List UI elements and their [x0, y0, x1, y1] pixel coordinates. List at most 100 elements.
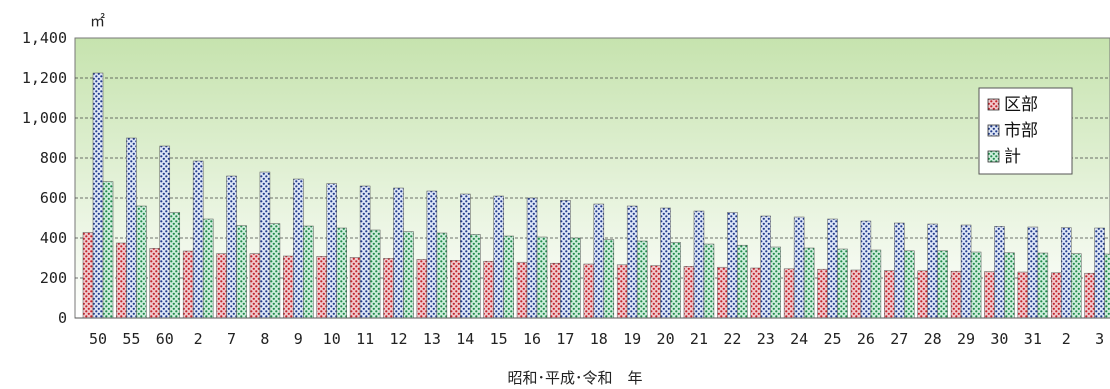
- bar-city: [593, 203, 605, 319]
- bar-total: [703, 243, 715, 319]
- bar-ward: [1084, 272, 1095, 319]
- bar-city: [426, 190, 438, 319]
- x-tick-label: 60: [156, 330, 174, 348]
- bar-ward: [283, 255, 294, 319]
- bar-total: [403, 231, 414, 319]
- x-tick-label: 30: [990, 330, 1008, 348]
- x-tick-label: 24: [790, 330, 808, 348]
- bar-city: [92, 72, 104, 319]
- bar-city: [626, 205, 638, 319]
- bar-city: [560, 200, 571, 319]
- bar-total: [136, 205, 147, 319]
- bars: [82, 72, 1110, 319]
- bar-ward: [984, 271, 995, 319]
- bar-city: [660, 207, 671, 319]
- bar-ward: [1050, 272, 1062, 319]
- bar-ward: [917, 270, 928, 319]
- x-tick-label: 2: [1062, 330, 1071, 348]
- bar-ward: [316, 256, 327, 319]
- bar-total: [1004, 252, 1015, 319]
- bar-total: [570, 237, 581, 319]
- x-tick-label: 13: [423, 330, 441, 348]
- bar-city: [293, 178, 304, 319]
- bar-total: [269, 223, 281, 319]
- bar-total: [636, 240, 648, 319]
- y-tick-label: 400: [40, 229, 67, 247]
- legend-swatch-total: [987, 150, 1000, 163]
- bar-total: [169, 212, 181, 319]
- x-tick-label: 19: [623, 330, 641, 348]
- bar-ward: [783, 268, 795, 319]
- x-tick-label: 17: [556, 330, 574, 348]
- y-tick-label: 1,200: [22, 69, 67, 87]
- bar-ward: [116, 242, 127, 319]
- bar-total: [1070, 253, 1082, 319]
- bar-ward: [750, 267, 761, 319]
- bar-total: [937, 250, 948, 319]
- bar-ward: [817, 268, 828, 319]
- bar-ward: [950, 270, 962, 319]
- x-tick-label: 8: [260, 330, 269, 348]
- bar-city: [526, 197, 538, 319]
- bar-ward: [516, 261, 528, 319]
- bar-ward: [884, 270, 895, 319]
- bar-ward: [149, 248, 161, 319]
- x-tick-label: 14: [456, 330, 474, 348]
- bar-total: [336, 227, 347, 319]
- bar-ward: [349, 257, 361, 319]
- bar-city: [226, 175, 237, 319]
- x-tick-label: 7: [227, 330, 236, 348]
- bar-total: [737, 244, 748, 319]
- bar-ward: [383, 258, 394, 319]
- x-tick-label: 15: [490, 330, 508, 348]
- legend-label-total: 計: [1004, 147, 1021, 167]
- y-tick-label: 0: [58, 309, 67, 327]
- bar-total: [970, 251, 982, 319]
- legend-label-city: 市部: [1004, 121, 1038, 141]
- x-tick-label: 25: [823, 330, 841, 348]
- bar-city: [894, 222, 905, 319]
- x-tick-label: 2: [194, 330, 203, 348]
- bar-ward: [850, 269, 862, 319]
- x-tick-label: 18: [590, 330, 608, 348]
- bar-city: [960, 224, 972, 319]
- bar-city: [126, 137, 137, 319]
- bar-ward: [583, 263, 595, 319]
- bar-total: [1037, 252, 1049, 319]
- x-tick-label: 22: [723, 330, 741, 348]
- bar-city: [994, 226, 1005, 319]
- bar-city: [693, 210, 705, 319]
- bar-city: [860, 220, 872, 319]
- x-tick-labels: 50 55 60 2 7 8 9 10 11 12 13 14 15 16 17 18 19 20 21 22 23 24…: [89, 330, 1104, 348]
- bar-ward: [717, 266, 728, 319]
- y-tick-label: 1,000: [22, 109, 67, 127]
- bar-ward: [182, 250, 194, 319]
- x-tick-label: 3: [1095, 330, 1104, 348]
- bar-ward: [616, 264, 628, 319]
- bar-total: [904, 250, 915, 319]
- x-tick-label: 11: [356, 330, 374, 348]
- y-tick-label: 600: [40, 189, 67, 207]
- x-tick-label: 21: [690, 330, 708, 348]
- bar-ward: [650, 265, 661, 319]
- bar-total: [1104, 253, 1110, 319]
- bar-city: [1060, 227, 1072, 319]
- bar-ward: [450, 260, 461, 319]
- x-tick-label: 20: [657, 330, 675, 348]
- bar-city: [1027, 226, 1039, 319]
- y-axis-unit-label: ㎡: [90, 12, 105, 30]
- x-tick-label: 10: [323, 330, 341, 348]
- bar-city: [326, 183, 337, 319]
- bar-city: [393, 187, 404, 319]
- bar-city: [192, 160, 204, 319]
- bar-total: [536, 236, 548, 319]
- bar-city: [727, 212, 738, 319]
- bar-city: [760, 215, 771, 319]
- bar-ward: [82, 232, 94, 319]
- bar-ward: [416, 259, 428, 319]
- bar-total: [202, 218, 214, 319]
- bar-city: [159, 145, 171, 319]
- bar-ward: [249, 253, 261, 319]
- x-tick-label: 28: [924, 330, 942, 348]
